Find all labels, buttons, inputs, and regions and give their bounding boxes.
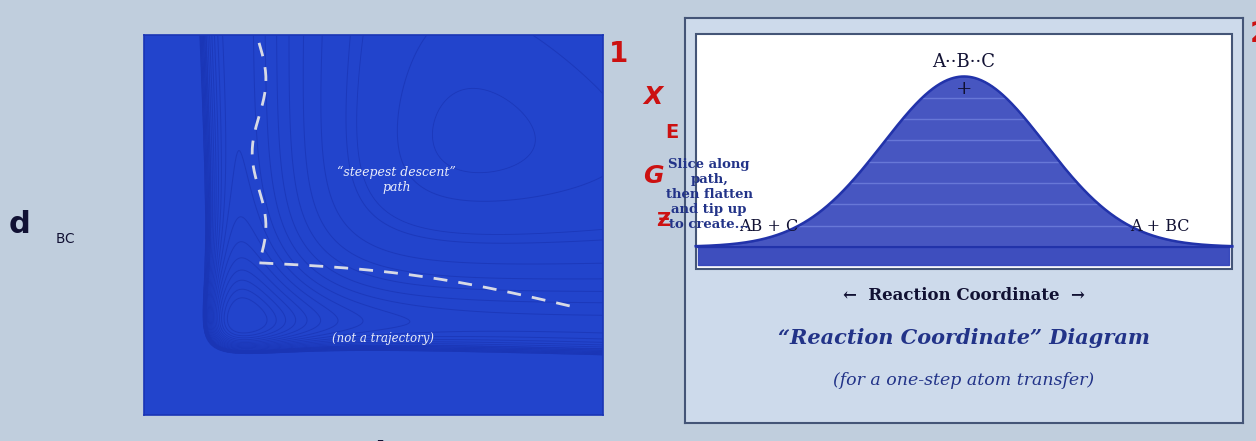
Text: “steepest descent”
path: “steepest descent” path [337,165,456,194]
Text: A··B··C: A··B··C [932,53,996,71]
Text: “Reaction Coordinate” Diagram: “Reaction Coordinate” Diagram [777,328,1150,348]
Text: Slice along
path,
then flatten
and tip up
to create...: Slice along path, then flatten and tip u… [666,157,752,231]
Text: 2: 2 [1250,20,1256,48]
Text: $_{\mathrm{BC}}$: $_{\mathrm{BC}}$ [55,227,75,246]
Text: 1: 1 [609,40,628,67]
Text: Ƶ: Ƶ [656,211,671,230]
Text: $\mathbf{d}$: $\mathbf{d}$ [363,440,384,441]
Text: ←  Reaction Coordinate  →: ← Reaction Coordinate → [843,287,1085,304]
Text: A + BC: A + BC [1130,218,1189,235]
Text: G: G [643,164,663,188]
Text: +: + [956,80,972,97]
Text: AB + C: AB + C [739,218,798,235]
Bar [696,34,1232,269]
Text: $\mathbf{d}$: $\mathbf{d}$ [9,210,29,239]
Text: X: X [643,85,663,109]
Text: (not a trajectory): (not a trajectory) [332,332,433,345]
Text: (for a one-step atom transfer): (for a one-step atom transfer) [834,372,1094,389]
Text: E: E [666,123,678,142]
